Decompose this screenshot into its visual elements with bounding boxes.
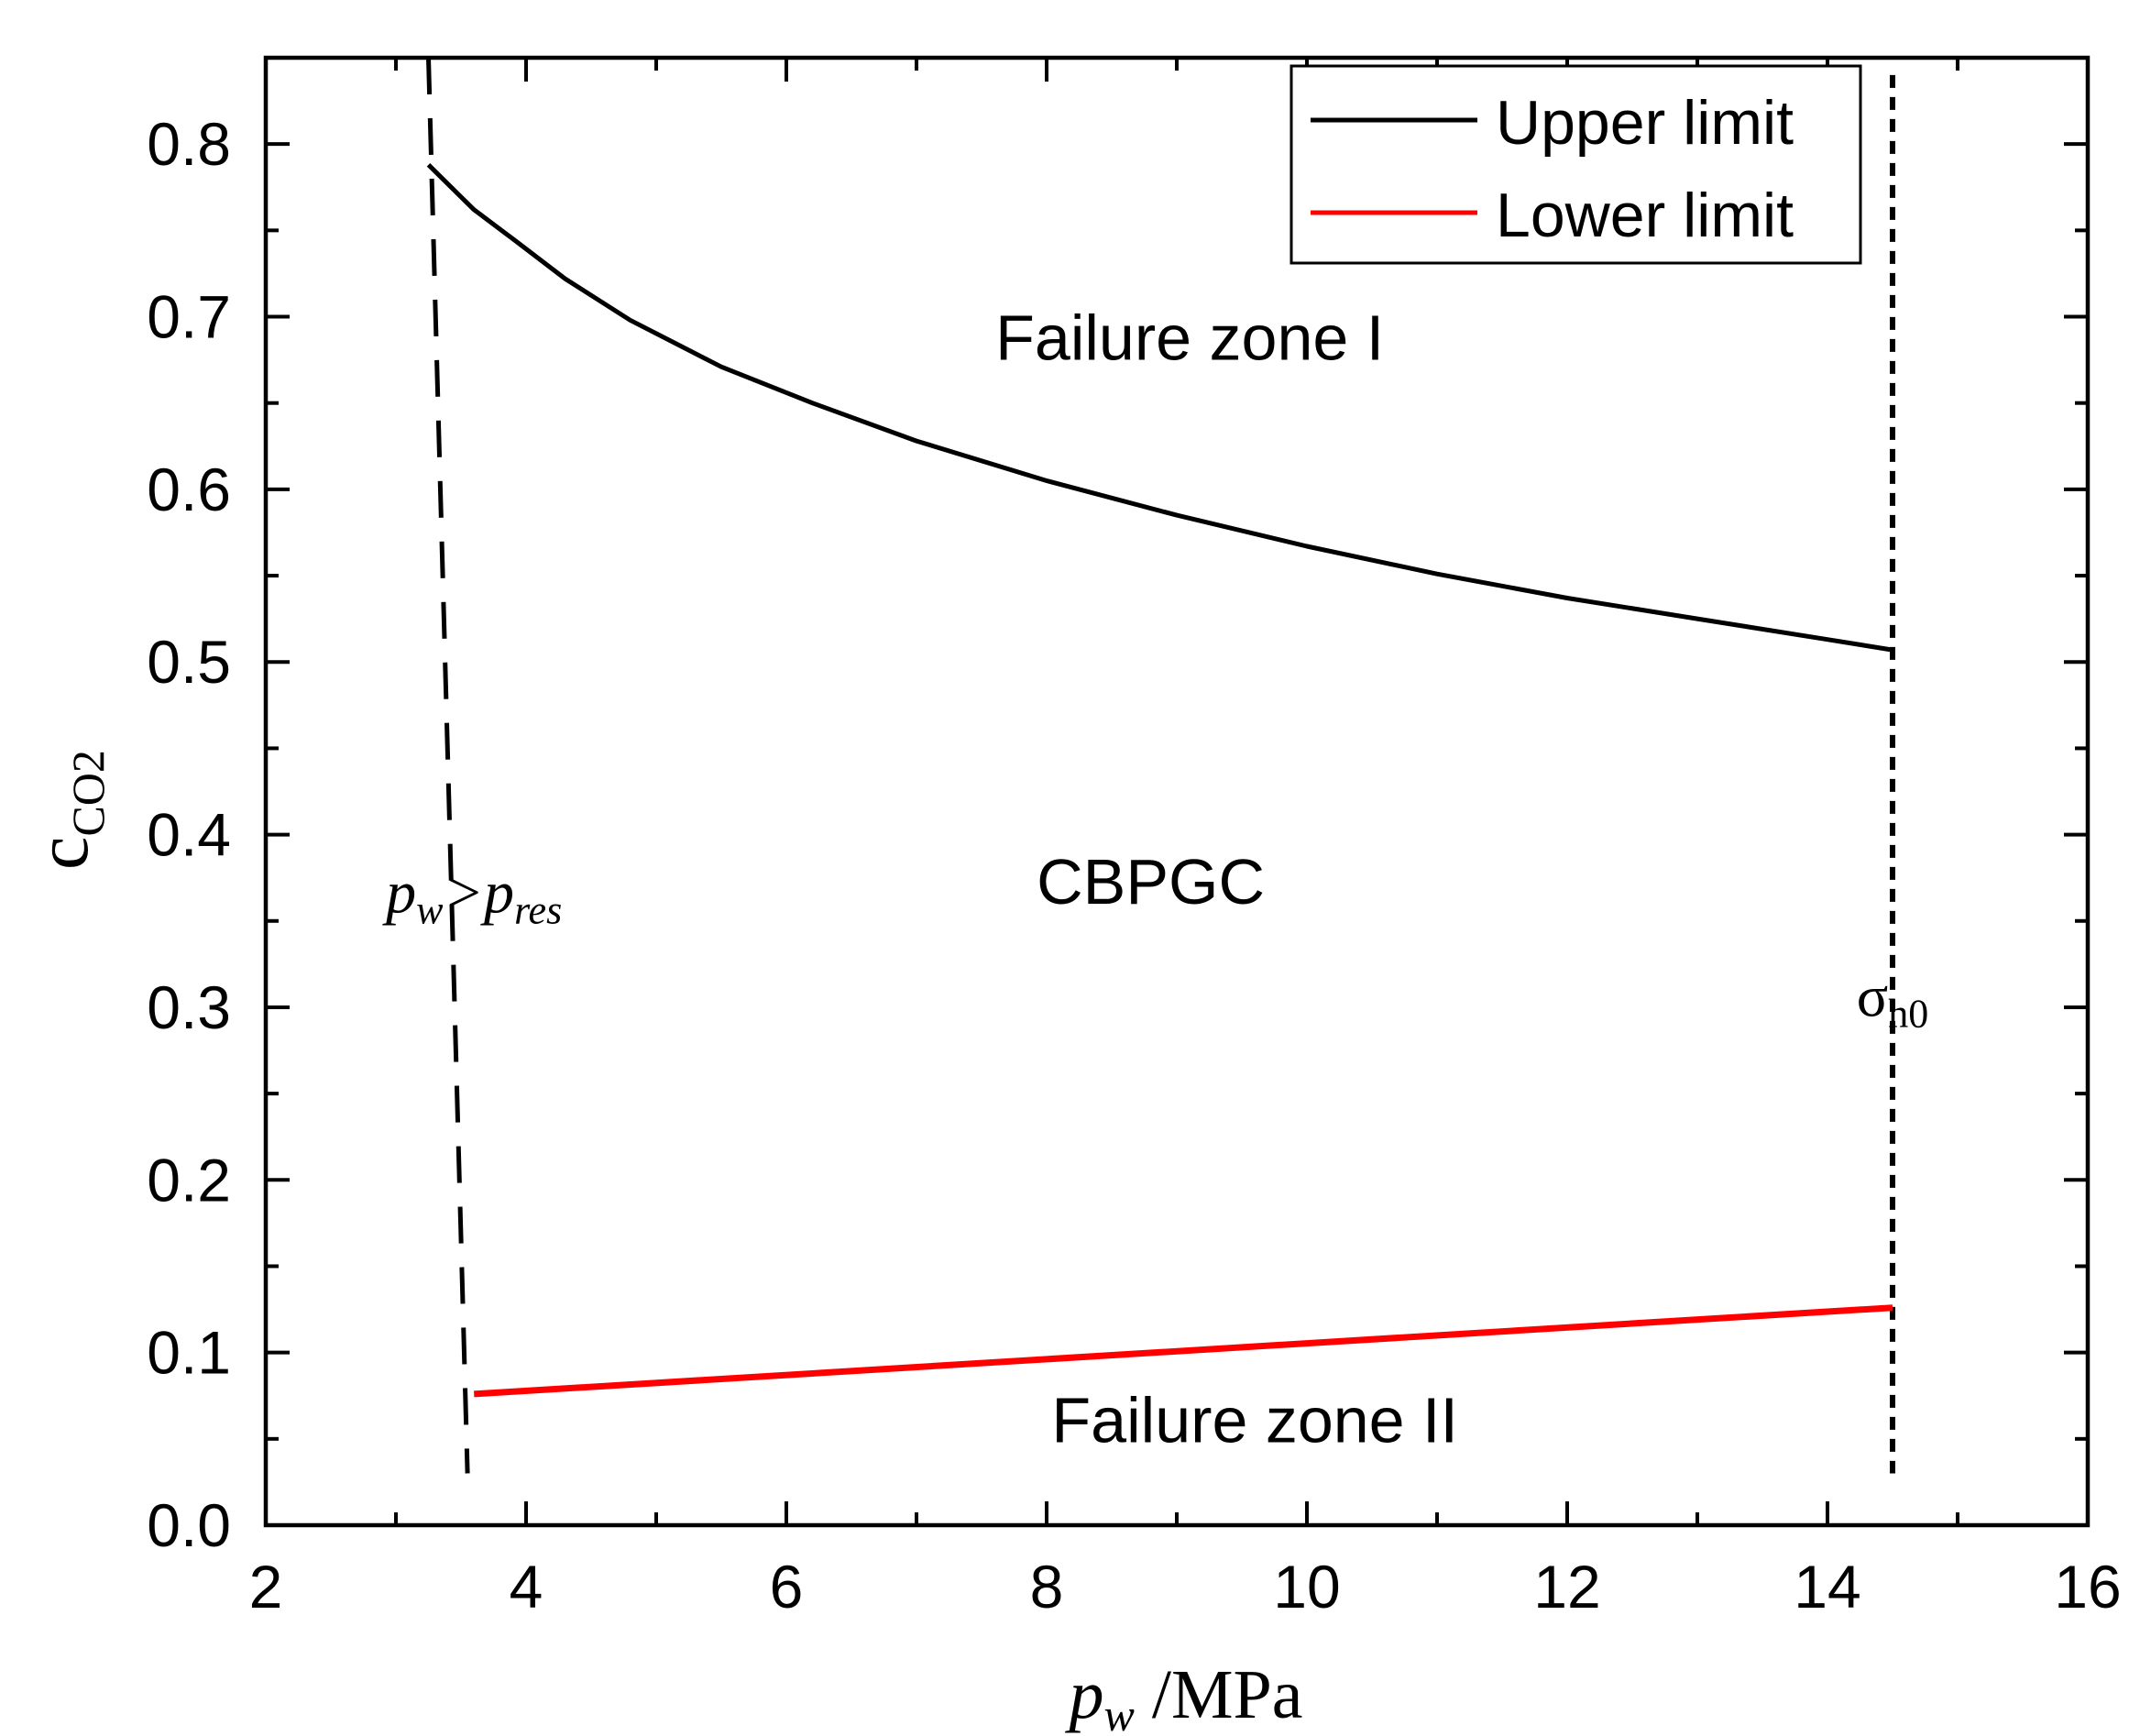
annotation-failure-zone-2: Failure zone II <box>1051 1385 1458 1456</box>
x-axis-label: pw /MPa <box>1064 1656 1302 1736</box>
sigma-subscript: h0 <box>1888 991 1928 1036</box>
reference-lines <box>426 57 1895 1474</box>
pres-p: p <box>382 859 416 926</box>
axis-ticks <box>264 58 2090 1527</box>
annotation-pw-greater-pres: pw>pres <box>382 859 562 932</box>
legend-box <box>1289 64 1862 265</box>
annotation-cbpgc: CBPGC <box>1037 846 1265 917</box>
y-tick-label: 0.7 <box>147 283 231 351</box>
legend: Upper limit Lower limit <box>1289 64 1862 265</box>
pres-w-subscript: w <box>416 887 444 932</box>
pres-gt-p: >p <box>444 859 515 926</box>
x-axis-symbol: p <box>1064 1656 1103 1733</box>
y-tick-label: 0.6 <box>147 456 231 523</box>
x-tick-label: 12 <box>1533 1553 1600 1621</box>
y-axis-subscript: CO2 <box>62 750 114 836</box>
x-tick-label: 6 <box>770 1553 804 1621</box>
y-tick-label: 0.8 <box>147 110 231 178</box>
y-tick-label: 0.2 <box>147 1146 231 1214</box>
y-axis-symbol: c <box>20 837 104 870</box>
y-tick-label: 0.4 <box>147 801 231 869</box>
tick-labels: 2 4 6 8 10 12 14 16 0.0 0.1 0.2 0.3 0.4 0.5 0.6 0.7 0.8 <box>147 110 2121 1621</box>
pres-res-subscript: res <box>514 887 562 932</box>
x-axis-subscript: w <box>1103 1689 1134 1736</box>
y-axis-label: cCO2 <box>20 750 114 870</box>
legend-lower-label: Lower limit <box>1496 181 1794 250</box>
x-tick-label: 10 <box>1273 1553 1340 1621</box>
pw-pres-boundary <box>426 57 470 1474</box>
x-tick-label: 2 <box>249 1553 283 1621</box>
legend-upper-label: Upper limit <box>1496 88 1794 158</box>
series-layer <box>426 163 1893 1398</box>
annotation-sigma-h0: σh0 <box>1857 963 1929 1036</box>
y-tick-label: 0.0 <box>147 1491 231 1559</box>
series-upper-limit <box>426 163 1893 653</box>
plot-frame <box>263 55 2091 1528</box>
x-tick-label: 16 <box>2054 1553 2121 1621</box>
x-tick-label: 8 <box>1030 1553 1064 1621</box>
x-axis-unit: /MPa <box>1135 1656 1303 1733</box>
x-tick-label: 14 <box>1794 1553 1860 1621</box>
x-tick-label: 4 <box>510 1553 543 1621</box>
y-tick-label: 0.3 <box>147 973 231 1041</box>
y-tick-label: 0.5 <box>147 628 231 696</box>
y-tick-label: 0.1 <box>147 1319 231 1387</box>
annotation-failure-zone-1: Failure zone I <box>995 302 1384 374</box>
sigma-symbol: σ <box>1857 963 1889 1028</box>
series-lower-limit <box>473 1304 1893 1398</box>
